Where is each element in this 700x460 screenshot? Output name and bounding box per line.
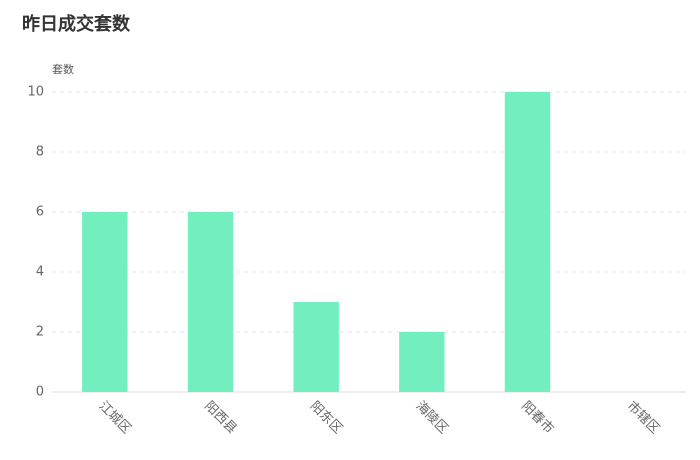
bar	[504, 92, 551, 392]
chart-title: 昨日成交套数	[22, 13, 131, 35]
bar	[187, 212, 234, 392]
x-tick-label: 阳东区	[307, 399, 345, 437]
y-tick-label: 8	[36, 145, 44, 160]
bar	[293, 302, 339, 392]
x-tick-label: 阳春市	[518, 398, 557, 437]
y-tick-label: 4	[36, 265, 44, 280]
y-tick-label: 0	[36, 385, 44, 400]
y-tick-label: 6	[36, 205, 44, 220]
x-tick-label: 市辖区	[624, 398, 663, 437]
bar	[399, 332, 445, 392]
y-axis-label: 套数	[52, 63, 74, 76]
y-tick-label: 10	[27, 85, 44, 100]
x-tick-label: 海陵区	[413, 399, 451, 437]
y-tick-label: 2	[36, 325, 44, 340]
bar	[82, 212, 128, 392]
x-tick-label: 阳西县	[201, 399, 239, 437]
x-tick-label: 江城区	[96, 399, 134, 437]
